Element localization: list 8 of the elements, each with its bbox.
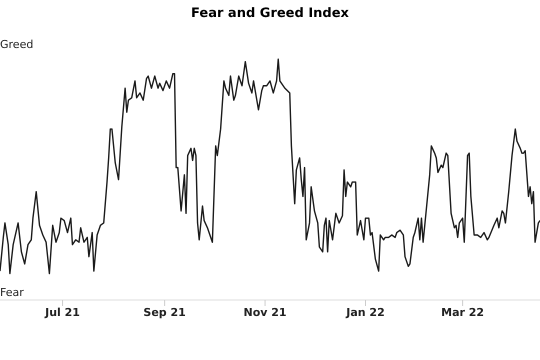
x-tick-label: Jul 21 (44, 306, 80, 319)
x-tick-label: Sep 21 (143, 306, 186, 319)
annotation: Fear (0, 286, 24, 299)
x-tick-label: Jan 22 (345, 306, 385, 319)
text: Greed (0, 38, 34, 51)
x-tick-label: Mar 22 (441, 306, 484, 319)
chart-title: Fear and Greed Index (190, 6, 350, 21)
x-tick-label: Nov 21 (244, 306, 287, 319)
